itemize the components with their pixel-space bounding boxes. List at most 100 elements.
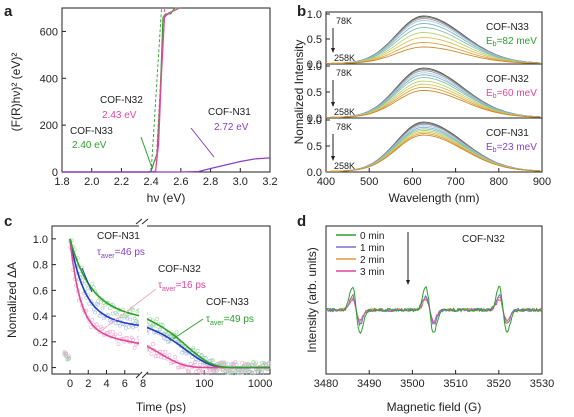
panel-c-data-point (167, 339, 172, 344)
panel-c-data-point (94, 291, 99, 296)
panel-b-x-tick-label: 700 (446, 176, 464, 188)
panel-d-legend-label: 3 min (360, 267, 384, 278)
panel-d-legend-label: 0 min (360, 231, 384, 242)
panel-c-fit-curve-cof-n33 (69, 238, 144, 318)
panel-a-y-tick-label: 200 (40, 120, 58, 132)
panel-c-data-point (131, 337, 136, 342)
panel-c-data-point (155, 317, 159, 321)
panel-c-y-tick-label: 0.0 (33, 363, 48, 375)
panel-c-data-point (231, 371, 236, 376)
panel-c-data-point (199, 353, 204, 358)
panel-a-n31-value: 2.72 eV (214, 122, 249, 133)
panel-c-break-mark-bottom-right (141, 371, 149, 379)
panel-c-break-mark-top-right (141, 218, 149, 225)
panel-c-data-point (201, 369, 206, 374)
panel-c-data-point (195, 348, 200, 353)
panel-c-data-point (96, 302, 101, 307)
panel-c-data-point (100, 306, 105, 311)
panel-c-data-point (157, 327, 162, 332)
panel-a-x-axis-label: hν (eV) (147, 191, 186, 205)
panel-c-data-point (163, 349, 168, 354)
panel-a-curve-cof-n31 (62, 157, 271, 173)
panel-b-y-axis-label: Nomalized Intensity (292, 40, 306, 145)
panel-c-fit-curve-cof-n31 (69, 238, 144, 327)
panel-a-curves (62, 7, 271, 173)
panel-b-y-tick-label: 0.5 (307, 141, 322, 153)
panel-c-data-point (107, 306, 112, 311)
panel-c-n32-pointer (100, 288, 157, 332)
panel-c-break-mark-top-left (135, 218, 143, 225)
panel-c-data-point (240, 360, 245, 365)
panel-c-break-mark-bottom-left (135, 371, 143, 379)
panel-c-data-point (245, 368, 250, 373)
panel-b-temp-low-label: 258K (334, 107, 355, 117)
panel-c-label: c (4, 213, 12, 230)
panel-b-spectrum-curve (326, 46, 541, 64)
panel-c-data-point (188, 361, 193, 366)
panel-c-data-point (187, 369, 192, 374)
panel-a-x-tick-label: 2.4 (143, 176, 158, 188)
panel-c-data-point (243, 371, 247, 376)
panel-d-y-axis-label: Intensity (arb. units) (305, 247, 319, 352)
panel-b-temp-low-label: 258K (334, 53, 355, 63)
panel-b-label: b (297, 3, 306, 20)
panel-c-n31-tau: τaver=46 ps (97, 247, 145, 260)
panel-c-data-point (223, 369, 228, 374)
panel-b-x-axis-label: Wavelength (nm) (389, 191, 480, 205)
panel-b-temp-low-label: 258K (334, 161, 355, 171)
panel-c-y-tick-label: 0.2 (33, 337, 48, 349)
panel-c-data-point (64, 351, 68, 356)
panel-d-spectrum-0-min (325, 285, 543, 335)
panel-a-y-axis-label: (F(R)hν)² (eV)² (9, 53, 23, 132)
panel-b-spectrum-curve (326, 80, 541, 118)
panel-c-y-tick-label: 0.6 (33, 285, 48, 297)
panel-c-data-point (203, 355, 208, 360)
panel-a-tangent-n33 (150, 7, 162, 173)
panel-b-spectrum-curve (326, 134, 541, 172)
panel-c-data-point (118, 323, 122, 328)
panel-c-data-point (126, 324, 131, 329)
panel-c-data-point (262, 361, 267, 366)
panel-c-data-point (91, 285, 96, 290)
panel-a-n33-value: 2.40 eV (72, 140, 107, 151)
panel-c-data-point (91, 307, 96, 312)
panel-c-data-point (194, 351, 199, 356)
panel-c-data-point (134, 318, 139, 323)
panel-c-data-point (160, 350, 165, 355)
panel-c-data-point (90, 302, 95, 306)
panel-c-data-point (93, 310, 98, 315)
panel-b-temp-high-label: 78K (336, 16, 352, 26)
panel-c-x-tick-label: 0 (67, 378, 73, 390)
panel-c-data-point (131, 325, 136, 330)
panel-b-x-tick-label: 500 (360, 176, 378, 188)
panel-d-x-tick-label: 3520 (487, 378, 511, 390)
panel-d-legend-label: 1 min (360, 243, 384, 254)
panel-b-y-tick-label: 0.0 (307, 167, 322, 179)
panel-a-x-tick-label: 3.0 (233, 176, 248, 188)
panel-d-frame (325, 225, 543, 375)
panel-a-x-tick-label: 2.0 (84, 176, 99, 188)
panel-c-x-axis-label: Time (ps) (136, 400, 186, 414)
panel-c-data-point (234, 362, 239, 367)
panel-b-sample-labels: COF-N33 Eb=82 meV COF-N32 Eb=60 meV COF-N31 E… (486, 22, 537, 154)
panel-c-data-point (115, 312, 120, 317)
panel-c-data-point (150, 342, 155, 346)
panel-c-data-point (90, 318, 95, 322)
panel-c-data-point (132, 345, 137, 350)
panel-b-curves (325, 15, 541, 172)
panel-c-data-point (176, 365, 180, 370)
panel-b-y-tick-label: 1.0 (307, 115, 322, 127)
panel-b-x-tick-label: 400 (317, 176, 335, 188)
panel-b-y-tick-label: 0.0 (307, 113, 322, 125)
panel-b-y-tick-label: 1.0 (307, 9, 322, 21)
panel-c-axis-break-gap (139, 221, 147, 379)
panel-c-fit-curves (69, 238, 270, 369)
panel-c-data-point (64, 354, 68, 358)
panel-b-sample-name: COF-N31 (486, 128, 529, 139)
panel-a-label: a (4, 3, 13, 20)
panel-b-x-tick-label: 900 (533, 176, 551, 188)
panel-c-data-point (119, 316, 124, 321)
panel-c-data-point (205, 371, 210, 375)
